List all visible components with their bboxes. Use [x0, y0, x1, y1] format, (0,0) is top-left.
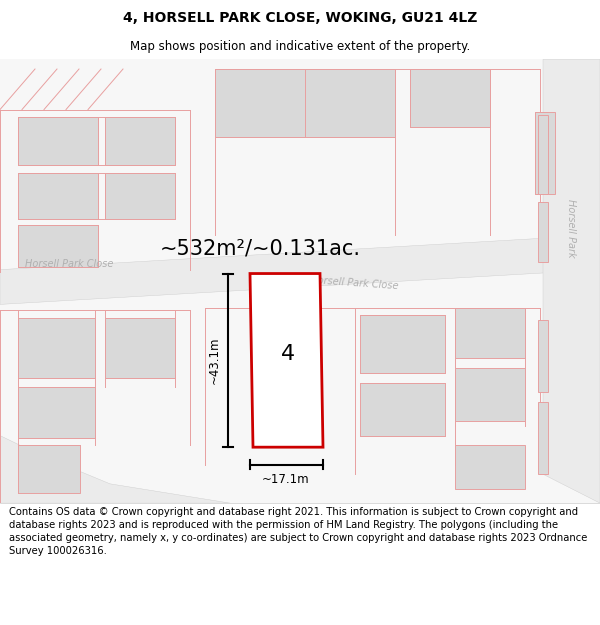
- Polygon shape: [538, 320, 548, 392]
- Polygon shape: [535, 112, 548, 194]
- Polygon shape: [538, 116, 548, 194]
- Polygon shape: [360, 382, 445, 436]
- Text: 4, HORSELL PARK CLOSE, WOKING, GU21 4LZ: 4, HORSELL PARK CLOSE, WOKING, GU21 4LZ: [123, 11, 477, 25]
- Polygon shape: [455, 308, 525, 358]
- Text: 4: 4: [281, 344, 295, 364]
- Text: Horsell Park Close: Horsell Park Close: [25, 259, 113, 269]
- Text: Horsell Park: Horsell Park: [566, 199, 576, 258]
- Polygon shape: [410, 69, 490, 127]
- Polygon shape: [538, 402, 548, 474]
- Polygon shape: [18, 173, 98, 219]
- Text: Horsell Park Close: Horsell Park Close: [310, 275, 399, 291]
- Polygon shape: [18, 445, 80, 494]
- Polygon shape: [0, 235, 600, 304]
- Polygon shape: [455, 368, 525, 421]
- Polygon shape: [105, 318, 175, 378]
- Text: ~17.1m: ~17.1m: [262, 474, 310, 486]
- Polygon shape: [18, 388, 95, 438]
- Polygon shape: [535, 112, 555, 194]
- Polygon shape: [105, 118, 175, 166]
- Polygon shape: [18, 225, 98, 267]
- Text: ~43.1m: ~43.1m: [208, 337, 221, 384]
- Polygon shape: [250, 274, 323, 447]
- Text: Map shows position and indicative extent of the property.: Map shows position and indicative extent…: [130, 40, 470, 52]
- Text: ~532m²/~0.131ac.: ~532m²/~0.131ac.: [160, 239, 361, 259]
- Polygon shape: [543, 59, 600, 503]
- Polygon shape: [18, 118, 98, 166]
- Polygon shape: [538, 202, 548, 262]
- Polygon shape: [455, 445, 525, 489]
- Polygon shape: [18, 318, 95, 378]
- Polygon shape: [360, 315, 445, 373]
- Polygon shape: [0, 436, 230, 503]
- Polygon shape: [215, 69, 395, 136]
- Text: Contains OS data © Crown copyright and database right 2021. This information is : Contains OS data © Crown copyright and d…: [9, 507, 587, 556]
- Polygon shape: [105, 173, 175, 219]
